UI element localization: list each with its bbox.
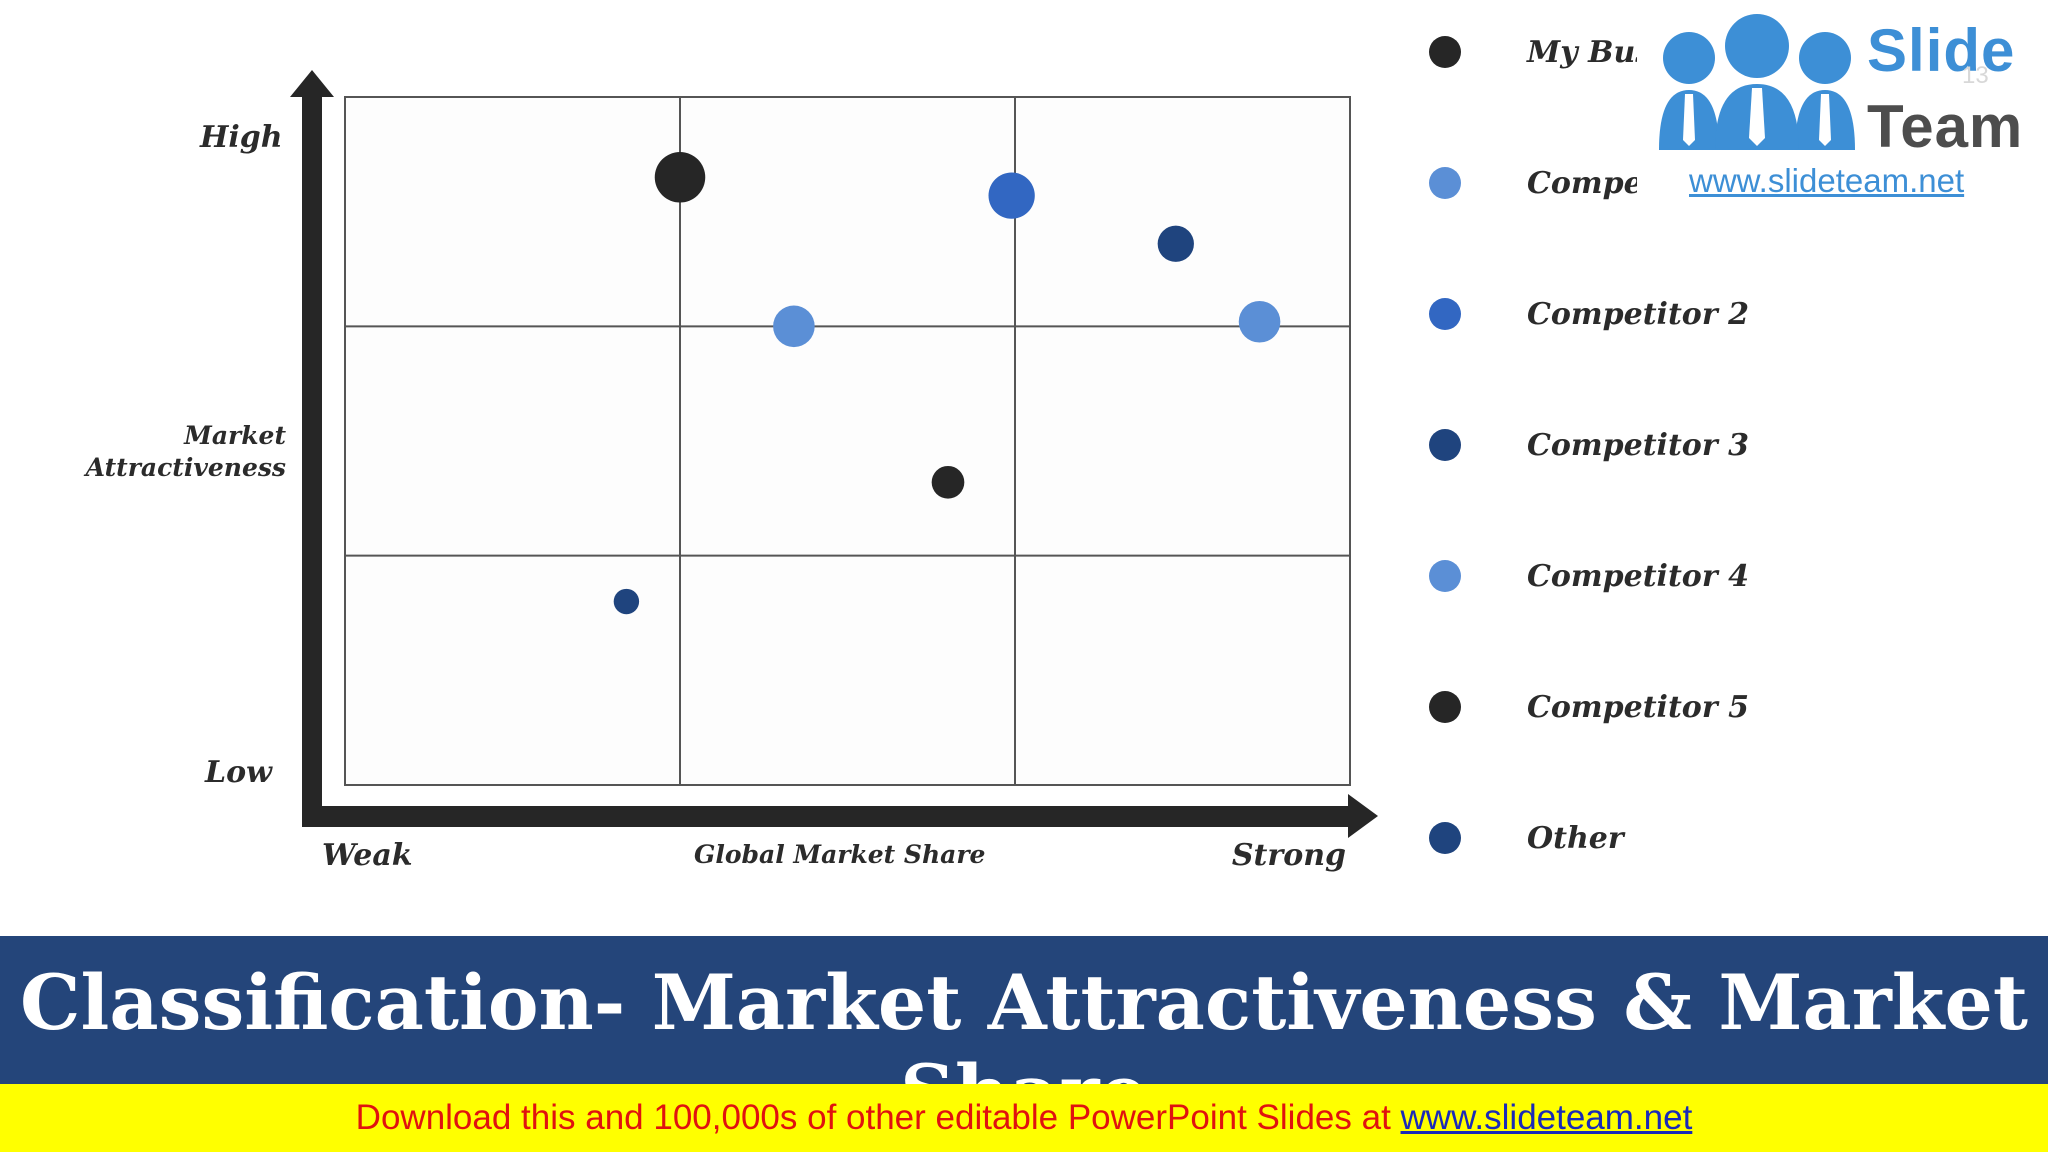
chart-grid [344,96,1351,786]
legend-swatch [1429,36,1461,68]
x-low-label: Weak [322,838,413,873]
y-axis-title: Market Attractiveness [85,421,286,482]
slideteam-logo: Slide Team www.slideteam.net [1637,0,2048,200]
slide-number: 13 [1962,62,1989,89]
logo-url-link[interactable]: www.slideteam.net [1689,162,1965,199]
chart-points [613,152,1281,615]
logo-wordmark-team: Team [1867,93,2024,160]
data-point [654,152,706,203]
legend-swatch [1429,691,1461,723]
x-axis-arrow [1348,794,1378,838]
legend-item: Competitor 2 [1425,284,1985,344]
data-point [1157,225,1194,262]
legend-item: Competitor 3 [1425,415,1985,475]
legend-label: Competitor 2 [1527,296,1749,332]
legend-swatch [1429,429,1461,461]
y-axis-arrow [290,70,334,97]
download-banner: Download this and 100,000s of other edit… [0,1084,2048,1152]
legend-swatch [1429,822,1461,854]
scatter-chart [290,70,1378,838]
data-point [931,465,965,499]
download-text: Download this and 100,000s of other edit… [355,1098,1401,1137]
title-banner: Classification- Market Attractiveness & … [0,936,2048,1084]
legend-label: Competitor 5 [1527,689,1749,725]
plot-frame [344,96,1351,786]
legend-label: Other [1527,820,1624,856]
legend-swatch [1429,167,1461,199]
data-point [613,588,640,615]
legend-item: Competitor 5 [1425,677,1985,737]
x-axis-title: Global Market Share [694,840,986,869]
chart-axes [290,70,1378,838]
y-high-label: High [200,120,283,155]
y-low-label: Low [205,755,272,790]
logo-wordmark-slide: Slide [1867,17,2016,84]
data-point [988,172,1035,219]
x-high-label: Strong [1231,838,1346,873]
legend-swatch [1429,298,1461,330]
download-link[interactable]: www.slideteam.net [1400,1098,1693,1137]
y-axis-line [302,92,322,827]
legend-label: Competitor 4 [1527,558,1749,594]
legend-swatch [1429,560,1461,592]
slide-title: Classification- Market Attractiveness & … [20,958,2028,1084]
legend-label: Competitor 3 [1527,427,1749,463]
data-point [1238,300,1281,343]
legend-item: Other [1425,808,1985,868]
people-icon [1659,14,1855,150]
legend-item: Competitor 4 [1425,546,1985,606]
data-point [773,305,815,348]
x-axis-line [302,806,1352,827]
